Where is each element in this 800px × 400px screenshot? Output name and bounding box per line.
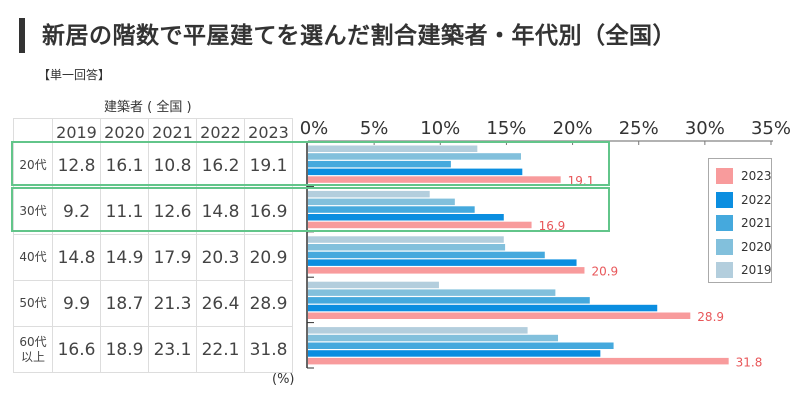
- row-label: 20代: [13, 142, 53, 189]
- bar-2019: [308, 145, 478, 152]
- data-label: 19.1: [568, 174, 595, 188]
- title-accent-bar: [19, 18, 25, 53]
- table-caption: 建築者 ( 全国 ): [104, 100, 192, 115]
- bar-2022: [308, 168, 523, 176]
- table-row: 30代 9.2 11.1 12.6 14.8 16.9: [13, 188, 293, 235]
- bar-2023: [308, 221, 532, 229]
- answer-type-label: 【単一回答】: [38, 68, 111, 82]
- legend-label: 2019: [741, 263, 772, 277]
- bar-2023: [308, 312, 691, 319]
- legend-item: 2023: [716, 168, 772, 184]
- legend-label: 2021: [741, 216, 772, 230]
- bar-2020: [308, 153, 521, 160]
- bar-2023: [308, 357, 729, 365]
- legend-item: 2022: [716, 191, 772, 208]
- data-table: 2019 2020 2021 2022 2023 20代 12.8 16.1 1…: [13, 118, 293, 373]
- bar-2020: [308, 244, 506, 251]
- data-label: 16.9: [539, 219, 566, 233]
- legend-label: 2023: [741, 169, 772, 183]
- header-cell: 2023: [244, 118, 293, 143]
- table-row: 50代 9.9 18.7 21.3 26.4 28.9: [13, 280, 293, 327]
- bar-2019: [308, 327, 528, 334]
- table-cell: 18.9: [100, 326, 149, 373]
- table-cell: 28.9: [244, 280, 293, 327]
- legend-swatch: [716, 238, 733, 255]
- data-label: 28.9: [697, 310, 724, 324]
- legend-item: 2020: [716, 238, 772, 255]
- table-cell: 21.3: [148, 280, 197, 327]
- table-cell: 9.9: [52, 280, 101, 327]
- bar-2021: [308, 251, 545, 259]
- table-cell: 19.1: [244, 142, 293, 189]
- bar-2020: [308, 334, 559, 342]
- table-row: 60代 以上 16.6 18.9 23.1 22.1 31.8: [13, 326, 293, 373]
- header-cell: 2019: [52, 118, 101, 143]
- table-cell: 26.4: [196, 280, 245, 327]
- table-cell: 20.9: [244, 234, 293, 281]
- x-tick-label: 5%: [360, 118, 389, 139]
- row-label: 30代: [13, 188, 53, 235]
- x-tick-label: 30%: [685, 118, 725, 139]
- bar-2021: [308, 297, 590, 304]
- table-header-row: 2019 2020 2021 2022 2023: [13, 118, 293, 143]
- bar-2022: [308, 304, 658, 312]
- bar-2021: [308, 160, 451, 168]
- chart-title: 新居の階数で平屋建てを選んだ割合建築者・年代別（全国）: [42, 23, 677, 49]
- header-cell: 2022: [196, 118, 245, 143]
- legend-swatch: [716, 215, 733, 231]
- row-label: 50代: [13, 280, 53, 327]
- table-cell: 16.6: [52, 326, 101, 373]
- legend-item: 2021: [716, 215, 772, 231]
- table-cell: 10.8: [148, 142, 197, 189]
- bar-2023: [308, 267, 585, 274]
- x-tick-label: 10%: [420, 118, 460, 139]
- x-tick-label: 0%: [300, 118, 329, 139]
- legend-label: 2020: [741, 239, 772, 254]
- table-cell: 16.9: [244, 188, 293, 235]
- table-cell: 12.6: [148, 188, 197, 235]
- table-cell: 16.1: [100, 142, 149, 189]
- table-cell: 11.1: [100, 188, 149, 235]
- table-cell: 16.2: [196, 142, 245, 189]
- bar-2019: [308, 236, 504, 243]
- table-row: 20代 12.8 16.1 10.8 16.2 19.1: [13, 142, 293, 189]
- bar-2020: [308, 198, 455, 206]
- bar-2022: [308, 259, 577, 266]
- bars: [308, 145, 729, 365]
- bar-2023: [308, 176, 561, 183]
- unit-label: (%): [272, 372, 295, 387]
- legend-swatch: [716, 168, 733, 184]
- bar-2022: [308, 214, 504, 221]
- bar-2021: [308, 342, 614, 349]
- data-label: 31.8: [736, 355, 763, 369]
- table-cell: 31.8: [244, 326, 293, 373]
- table-cell: 14.9: [100, 234, 149, 281]
- legend-item: 2019: [716, 262, 772, 278]
- legend-label: 2022: [741, 192, 772, 207]
- table-cell: 22.1: [196, 326, 245, 373]
- header-corner-cell: [13, 118, 53, 143]
- bar-2020: [308, 289, 556, 296]
- legend-swatch: [716, 191, 733, 208]
- legend-swatch: [716, 262, 733, 278]
- bar-2019: [308, 281, 439, 289]
- bar-2019: [308, 190, 430, 198]
- data-label: 20.9: [591, 265, 618, 279]
- bar-2021: [308, 206, 475, 213]
- header-cell: 2021: [148, 118, 197, 143]
- legend: 2023 2022 2021 2020 2019: [708, 158, 772, 283]
- table-cell: 14.8: [196, 188, 245, 235]
- x-tick-label: 20%: [553, 118, 593, 139]
- bar-2022: [308, 350, 601, 357]
- x-tick-label: 35%: [751, 118, 791, 139]
- x-tick-label: 25%: [619, 118, 659, 139]
- x-tick-label: 15%: [486, 118, 526, 139]
